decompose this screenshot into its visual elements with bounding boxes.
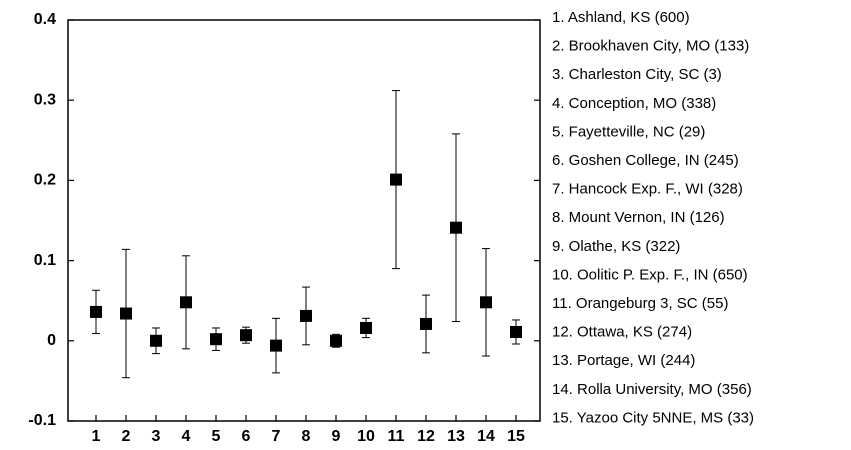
y-tick-label: 0.2 (34, 172, 56, 189)
y-tick-label: 0.3 (34, 91, 56, 108)
legend-entry: 9. Olathe, KS (322) (552, 238, 680, 255)
legend-entry: 14. Rolla University, MO (356) (552, 381, 752, 398)
marker (360, 321, 372, 334)
marker (120, 307, 132, 320)
x-tick-label: 11 (388, 428, 405, 445)
x-tick-label: 9 (332, 428, 341, 445)
marker (330, 334, 342, 347)
legend-entry: 7. Hancock Exp. F., WI (328) (552, 181, 743, 198)
y-tick-label: 0.4 (34, 11, 56, 28)
x-tick-label: 2 (122, 428, 131, 445)
y-tick-label: 0.1 (34, 252, 56, 269)
marker (270, 339, 282, 352)
x-tick-label: 1 (92, 428, 101, 445)
legend-entry: 1. Ashland, KS (600) (552, 9, 690, 26)
x-tick-label: 6 (242, 428, 251, 445)
x-tick-label: 15 (507, 428, 525, 445)
marker (210, 333, 222, 346)
marker (300, 309, 312, 322)
marker (240, 329, 252, 342)
legend-entry: 12. Ottawa, KS (274) (552, 324, 692, 341)
x-tick-label: 3 (152, 428, 161, 445)
x-tick-label: 8 (302, 428, 311, 445)
legend-entry: 13. Portage, WI (244) (552, 352, 695, 369)
legend-entry: 11. Orangeburg 3, SC (55) (552, 295, 728, 312)
marker (480, 296, 492, 309)
x-tick-label: 13 (447, 428, 465, 445)
marker (450, 221, 462, 234)
y-tick-label: 0 (47, 332, 56, 349)
legend-entry: 4. Conception, MO (338) (552, 95, 716, 112)
marker (510, 325, 522, 338)
legend-entry: 3. Charleston City, SC (3) (552, 66, 722, 83)
y-tick-label: -0.1 (28, 412, 56, 429)
x-tick-label: 10 (357, 428, 375, 445)
legend-entry: 2. Brookhaven City, MO (133) (552, 38, 749, 55)
legend-entry: 15. Yazoo City 5NNE, MS (33) (552, 409, 754, 426)
marker (90, 305, 102, 318)
marker (180, 296, 192, 309)
plot-frame (67, 19, 541, 422)
x-tick-label: 4 (182, 428, 191, 445)
x-tick-label: 7 (272, 428, 281, 445)
marker (150, 334, 162, 347)
x-tick-label: 5 (212, 428, 221, 445)
marker (390, 173, 402, 186)
x-tick-label: 14 (477, 428, 495, 445)
legend-entry: 8. Mount Vernon, IN (126) (552, 209, 725, 226)
marker (420, 317, 432, 330)
legend-entry: 10. Oolitic P. Exp. F., IN (650) (552, 266, 748, 283)
legend-entry: 6. Goshen College, IN (245) (552, 152, 739, 169)
legend-entry: 5. Fayetteville, NC (29) (552, 123, 705, 140)
x-tick-label: 12 (417, 428, 435, 445)
